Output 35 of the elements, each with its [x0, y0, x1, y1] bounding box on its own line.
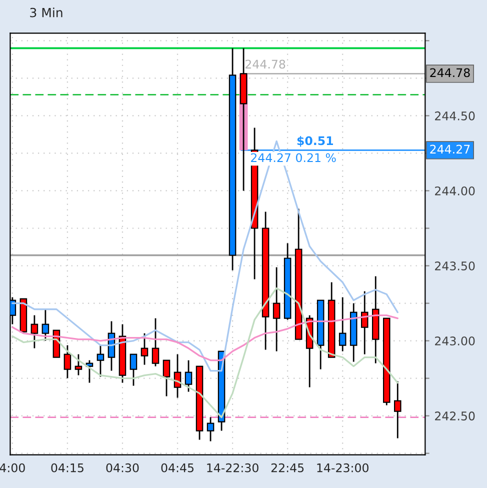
- x-tick-label: 4:00: [0, 463, 25, 472]
- candlestick: [184, 360, 192, 392]
- y-tick-label: 244.50: [435, 111, 475, 120]
- candlestick: [394, 380, 402, 440]
- line-series: [12, 287, 398, 418]
- x-tick-label: 04:45: [161, 463, 194, 472]
- candlestick: [96, 344, 104, 378]
- annotation: 244.78: [246, 60, 286, 69]
- candlestick: [152, 318, 160, 367]
- candlestick: [130, 354, 138, 386]
- ref-line-label: 244.78: [430, 68, 470, 78]
- candlestick: [86, 360, 94, 384]
- x-tick-label: 14-23:00: [317, 463, 368, 472]
- candlestick: [360, 290, 368, 355]
- candlestick: [272, 266, 280, 352]
- candlestick: [162, 360, 170, 397]
- candlestick: [140, 332, 148, 366]
- x-tick-label: 04:30: [106, 463, 139, 472]
- y-tick-label: 244.00: [435, 186, 475, 196]
- y-tick-label: 243.50: [435, 261, 475, 270]
- candlestick: [64, 344, 72, 379]
- y-tick-label: 242.50: [435, 412, 475, 420]
- candlestick: [30, 314, 38, 349]
- x-tick-label: 22:45: [271, 463, 304, 472]
- candlestick: [338, 296, 346, 352]
- ref-line-label: 244.27: [430, 144, 470, 154]
- chart-title: 3 Min: [30, 8, 62, 18]
- x-tick-label: 14-22:30: [207, 463, 258, 472]
- candlestick: [206, 416, 214, 442]
- candlestick: [74, 354, 82, 376]
- y-tick-label: 243.00: [435, 336, 475, 346]
- candlestick: [42, 308, 50, 342]
- x-tick-label: 04:15: [51, 463, 84, 472]
- annotation: 244.27 0.21 %: [251, 153, 336, 162]
- annotation: $0.51: [297, 136, 333, 147]
